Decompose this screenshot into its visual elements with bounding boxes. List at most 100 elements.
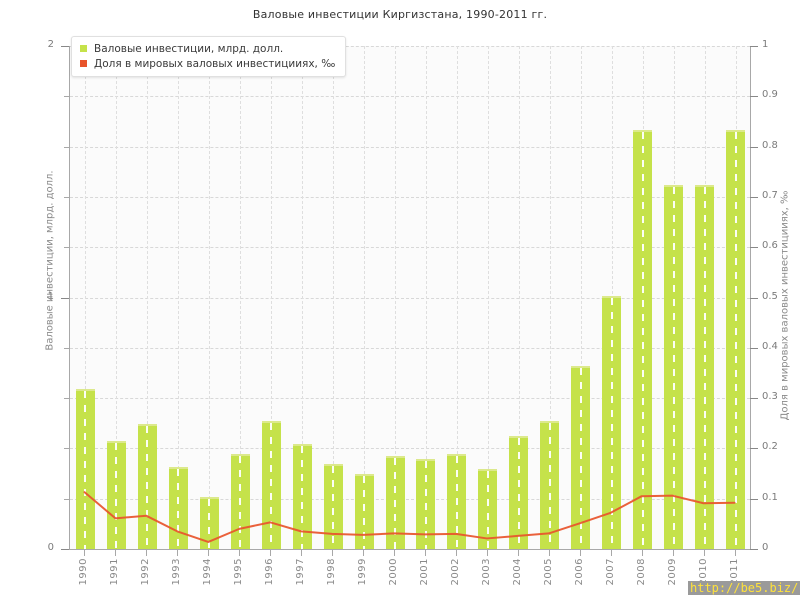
x-axis-label-2005: 2005 [542,558,554,586]
x-axis-tick [332,550,334,556]
y-axis-right-title: Доля в мировых валовых инвестицииях, ‰ [779,190,791,421]
gridline-vertical [240,46,242,549]
x-axis-label-2000: 2000 [388,558,400,586]
x-axis-tick [610,550,612,556]
x-axis-label-2004: 2004 [511,558,523,586]
gridline-vertical [85,46,87,549]
bar-2005[interactable] [540,421,560,549]
gridline-horizontal [70,146,750,148]
chart-legend[interactable]: Валовые инвестиции, млрд. долл. Доля в м… [71,36,347,77]
gridline-horizontal [70,398,750,400]
bar-1998[interactable] [323,464,343,549]
x-axis-tick [455,550,457,556]
gridline-vertical [425,46,427,549]
bar-2008[interactable] [633,129,653,549]
x-axis-label-1995: 1995 [233,558,245,586]
gridline-horizontal [70,448,750,450]
x-axis-label-2002: 2002 [449,558,461,586]
bar-1999[interactable] [354,474,374,549]
plot-inner [70,46,750,549]
bar-dash-decor [146,425,149,549]
y-axis-right-label: 0.9 [762,89,778,101]
x-axis-label-1996: 1996 [264,558,276,586]
gridline-vertical [333,46,335,549]
y-axis-left-title: Валовые инвестиции, млрд. долл. [44,170,56,351]
gridline-vertical [209,46,211,549]
bar-1995[interactable] [230,453,250,549]
bar-dash-decor [517,438,520,549]
bar-dash-decor [455,455,458,549]
bar-dash-decor [703,186,706,549]
bar-dash-decor [641,131,644,549]
bar-2010[interactable] [695,184,715,549]
bar-dash-decor [424,460,427,549]
bar-dash-decor [177,468,180,549]
x-axis-tick [734,550,736,556]
y-axis-left-tick [61,549,69,550]
bar-1991[interactable] [106,441,126,549]
bar-1994[interactable] [199,496,219,549]
bar-2006[interactable] [571,365,591,549]
y-axis-right-tick [750,549,758,550]
legend-item-investments[interactable]: Валовые инвестиции, млрд. долл. [80,41,335,56]
x-axis-label-1997: 1997 [295,558,307,586]
watermark-link[interactable]: http://be5.biz/ [688,581,800,595]
legend-label: Валовые инвестиции, млрд. долл. [94,42,284,55]
chart-title: Валовые инвестиции Киргизстана, 1990-201… [252,8,548,21]
y-axis-left-label: 1 [47,290,54,302]
bar-2009[interactable] [664,184,684,549]
x-axis-label-2006: 2006 [573,558,585,586]
gridline-horizontal [70,297,750,299]
bar-2000[interactable] [385,456,405,549]
gridline-vertical [271,46,273,549]
y-axis-right-tick [750,46,758,47]
x-axis-label-2008: 2008 [635,558,647,586]
bar-dash-decor [84,390,87,549]
x-axis-tick [115,550,117,556]
bar-2003[interactable] [478,469,498,549]
x-axis-label-1990: 1990 [78,558,90,586]
y-axis-right-tick [750,96,758,98]
x-axis-tick [146,550,148,556]
x-axis-tick [641,550,643,556]
y-axis-left-label: 2 [47,39,54,50]
gridline-vertical [580,46,582,549]
legend-item-world-share[interactable]: Доля в мировых валовых инвестицииях, ‰ [80,56,335,71]
legend-swatch-icon [80,45,87,52]
gridline-vertical [147,46,149,549]
x-axis-tick [579,550,581,556]
bar-dash-decor [734,131,737,549]
x-axis-tick [486,550,488,556]
y-axis-right-tick [750,448,758,450]
y-axis-right-label: 1 [762,39,769,50]
bar-dash-decor [301,445,304,549]
bar-2011[interactable] [726,129,746,549]
y-axis-right-label: 0.1 [762,491,778,503]
y-axis-right-tick [750,146,758,148]
legend-label: Доля в мировых валовых инвестицииях, ‰ [94,57,336,70]
bar-1993[interactable] [168,466,188,549]
x-axis-tick [703,550,705,556]
x-axis-tick [301,550,303,556]
x-axis-tick [239,550,241,556]
y-axis-right-tick [750,196,758,198]
gridline-vertical [364,46,366,549]
bar-1997[interactable] [292,443,312,549]
bar-2001[interactable] [416,458,436,549]
bar-1996[interactable] [261,421,281,549]
y-axis-right-tick [750,398,758,400]
y-axis-left-label: 0 [47,542,54,553]
x-axis-tick [424,550,426,556]
bar-1990[interactable] [75,388,95,549]
bar-dash-decor [610,297,613,549]
bar-2007[interactable] [602,295,622,549]
y-axis-right-label: 0.4 [762,340,778,352]
bar-2002[interactable] [447,453,467,549]
x-axis-label-1992: 1992 [140,558,152,586]
legend-swatch-icon [80,60,87,67]
x-axis-tick [548,550,550,556]
gridline-horizontal [70,196,750,198]
gridline-horizontal [70,46,750,47]
bar-1992[interactable] [137,423,157,549]
bar-2004[interactable] [509,436,529,549]
